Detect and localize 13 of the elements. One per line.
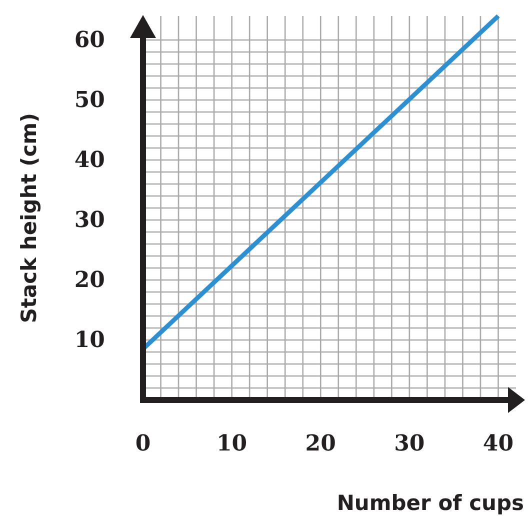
x-tick-label: 10 [216,430,248,457]
x-tick-label: 40 [482,430,514,457]
y-tick-label: 10 [74,327,105,354]
x-tick-label: 0 [135,430,151,457]
x-axis-title: Number of cups [336,491,524,515]
x-tick-label: 20 [305,430,336,457]
x-tick-label: 30 [394,430,425,457]
y-tick-label: 60 [74,27,105,54]
y-tick-label: 40 [74,147,105,174]
y-tick-label: 20 [74,267,105,294]
y-tick-label: 50 [74,87,105,114]
y-axis-title: Stack height (cm) [17,112,41,324]
y-tick-label: 30 [74,207,105,234]
